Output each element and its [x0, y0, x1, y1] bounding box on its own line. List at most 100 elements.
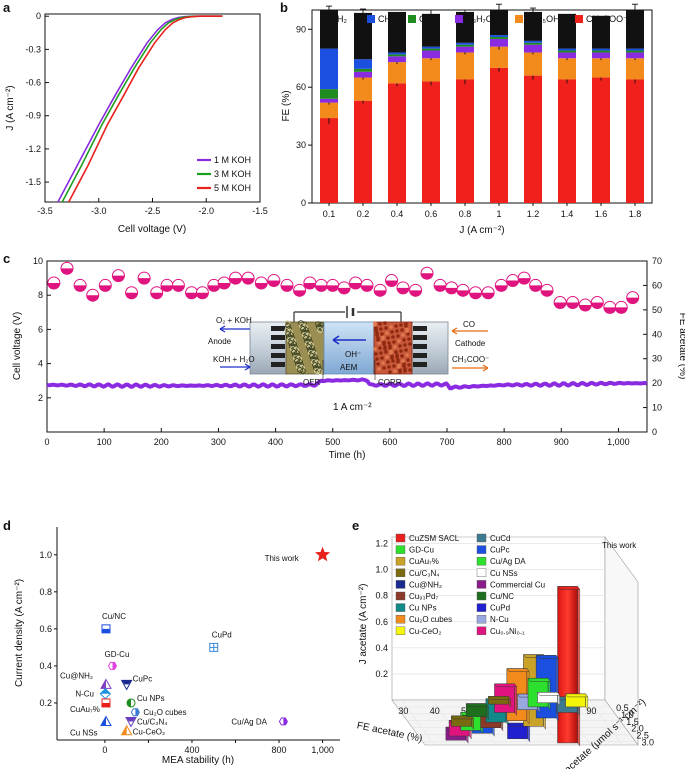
- bar-segment-3: [388, 54, 406, 57]
- anode-texture-dot: [284, 328, 290, 334]
- anode-texture-dot: [299, 323, 305, 329]
- fe-point-fill: [603, 307, 616, 314]
- anode-texture-dot: [285, 331, 291, 337]
- bar-segment-0: [490, 67, 508, 204]
- bar3d-19: [536, 691, 561, 707]
- fe-acetate-point: [385, 274, 399, 288]
- legend-label-b: C₂H₄: [419, 14, 439, 24]
- y-tick-label-c-right: 60: [652, 280, 662, 290]
- legend-label-1m: 1 M KOH: [214, 155, 251, 165]
- fe-point-fill: [74, 285, 87, 292]
- bar-segment-5: [354, 12, 372, 60]
- fe-point-fill: [218, 282, 231, 289]
- scatter-point-label: Cu-CeO₂: [133, 728, 165, 737]
- legend-label-e2: Cu NSs: [490, 569, 518, 578]
- bar-segment-2: [592, 52, 610, 59]
- cathode-texture-dot: [382, 366, 386, 370]
- x-tick-label-a: -3.0: [91, 206, 107, 216]
- y-tick-label-a: -1.5: [25, 177, 41, 187]
- panel-a-ylabel: J (A cm⁻²): [5, 85, 16, 130]
- x-tick-label-c: 800: [497, 437, 512, 447]
- legend-label-e1: Cu NPs: [409, 604, 437, 613]
- fe-acetate-point: [303, 276, 317, 290]
- cathode-texture-dot: [374, 328, 378, 332]
- bar3d-side: [514, 683, 518, 717]
- cathode-texture-dot: [385, 331, 389, 335]
- anode-texture-dot: [302, 332, 308, 338]
- cathode-texture-dot: [388, 346, 392, 350]
- cathode-texture-dot: [373, 323, 377, 327]
- cathode-texture-dot: [386, 360, 390, 364]
- fe-point-fill: [541, 290, 553, 297]
- fe-point-fill: [229, 278, 242, 285]
- fe-acetate-point: [409, 283, 423, 297]
- y-tick-label-c-left: 10: [33, 256, 43, 266]
- legend-swatch-e2: [476, 580, 487, 589]
- bar-segment-4: [354, 59, 372, 69]
- fe-acetate-point: [241, 271, 255, 285]
- bar3d-top: [493, 683, 518, 688]
- anode-texture-dot: [313, 365, 319, 371]
- bar-segment-2: [422, 50, 440, 59]
- marker-half-fill: [100, 716, 106, 726]
- cathode-texture-dot: [405, 353, 409, 357]
- fe-point-fill: [397, 287, 409, 294]
- cathode-texture-dot: [388, 370, 392, 374]
- cathode-texture-dot: [373, 347, 377, 351]
- bar-segment-3: [558, 50, 576, 53]
- fe-point-fill: [445, 287, 458, 294]
- bar-segment-1: [354, 77, 372, 101]
- y-tick-label-e: 1.5: [626, 717, 639, 727]
- anode-texture-dot: [284, 320, 290, 326]
- series-line-2: [67, 15, 223, 203]
- scatter-point-label: Cu/C₃N₄: [137, 717, 168, 726]
- cathode-texture-dot: [394, 350, 398, 354]
- x-tick-label-a: -2.0: [198, 206, 214, 216]
- legend-label-e2: CuPd: [490, 604, 510, 613]
- x-tick-label-c: 200: [154, 437, 169, 447]
- fe-acetate-point: [373, 283, 387, 297]
- scatter-point-label: Cu NPs: [137, 694, 165, 703]
- legend-label-e2: Cu₀.₉Ni₀.₁: [490, 627, 525, 636]
- legend-swatch-b: [408, 15, 416, 23]
- bar-segment-2: [524, 44, 542, 53]
- bar-segment-4: [592, 48, 610, 51]
- fe-point-fill: [207, 285, 220, 292]
- panel-e-chart: 0.20.40.60.81.01.2304050607080900.51.01.…: [356, 533, 654, 769]
- panel-b-chart: 0 30 60 90 0.1 0.2 0.4 0.6 0.8 1 1.2 1.4 1.6 1.8 H₂ CH…: [281, 3, 653, 236]
- bar-segment-4: [456, 42, 474, 45]
- anode-texture-dot: [295, 361, 301, 367]
- legend-label-5m: 5 M KOH: [214, 183, 251, 193]
- cathode-texture-dot: [389, 325, 393, 329]
- x-tick-label-c: 100: [97, 437, 112, 447]
- cathode-texture-dot: [386, 336, 390, 340]
- label-o2-koh: O₂ + KOH: [216, 316, 252, 325]
- legend-label-b: H₂: [337, 14, 347, 24]
- scatter-point-label: Cu@NH₂: [60, 671, 93, 680]
- panel-a-legend: 1 M KOH 3 M KOH 5 M KOH: [197, 155, 251, 193]
- panel-b-xlabel: J (A cm⁻²): [459, 225, 504, 236]
- panel-label-c: c: [3, 251, 10, 266]
- z-tick-label-e: 1.0: [375, 565, 388, 575]
- y-tick-label-e: 3.0: [641, 738, 654, 748]
- cathode-texture-dot: [407, 337, 411, 341]
- marker-half-fill: [101, 702, 110, 707]
- anode-texture-dot: [298, 320, 304, 326]
- legend-label-e2: Commercial Cu: [490, 580, 545, 589]
- cathode-texture-dot: [403, 369, 407, 373]
- anode-texture-dot: [308, 350, 314, 356]
- x-tick-label-b: 1.2: [527, 209, 540, 219]
- panel-b-ylabel: FE (%): [281, 90, 292, 121]
- fe-acetate-point: [456, 283, 470, 297]
- bar-segment-4: [388, 52, 406, 55]
- scatter-point-label: Cu₂O cubes: [143, 708, 186, 717]
- fe-point-fill: [374, 290, 387, 297]
- fe-acetate-point: [314, 278, 328, 292]
- fe-acetate-point: [540, 283, 554, 297]
- legend-label-b: C₃H₇OH: [466, 14, 499, 24]
- scatter-point-0: [315, 546, 331, 562]
- x-tick-label-c: 600: [382, 437, 397, 447]
- aem-membrane: [323, 321, 375, 375]
- label-this-work-e: This work: [602, 541, 637, 550]
